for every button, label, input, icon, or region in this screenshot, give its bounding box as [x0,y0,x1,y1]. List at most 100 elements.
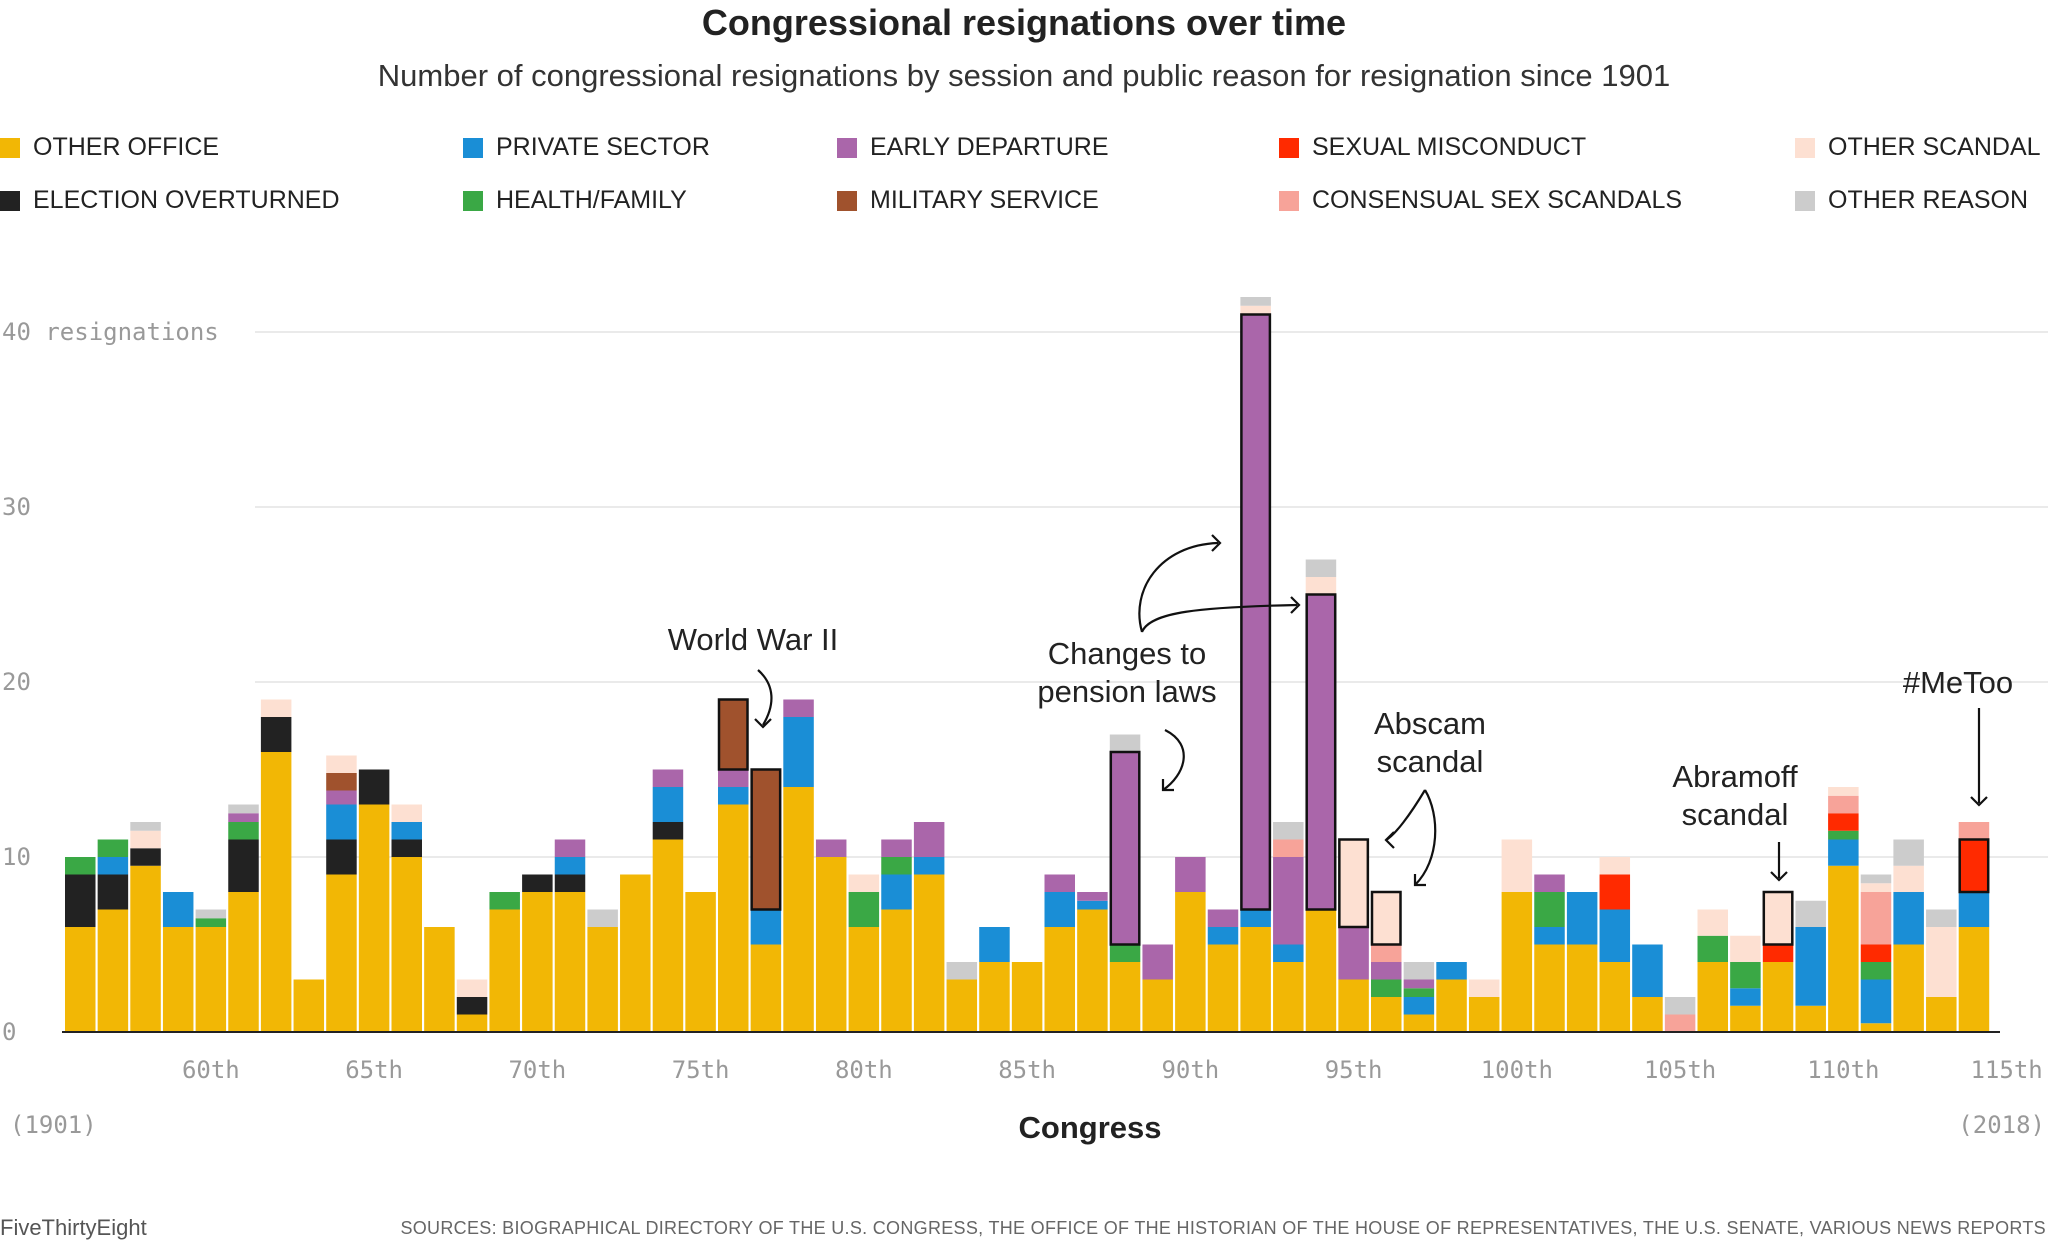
bar-segment-other-office [554,892,586,1032]
legend-label: OTHER REASON [1828,186,2029,214]
bar-congress-56 [65,857,96,1032]
annotation-metoo: #MeToo [1903,665,2013,700]
bar-segment-private-sector [979,927,1010,962]
bar-segment-other-scandal [260,699,292,717]
legend-label: OTHER OFFICE [33,133,220,161]
bar-congress-106 [1697,909,1728,1032]
bar-congress-66 [391,804,422,1032]
bar-segment-other-office [522,892,553,1032]
bar-segment-health-family [1697,935,1728,962]
bar-segment-other-office [1175,892,1206,1032]
legend-swatch [0,190,20,211]
bar-segment-other-scandal [1860,883,1892,892]
legend-swatch [0,137,20,158]
footer-brand: FiveThirtyEight [0,1215,147,1240]
bar-segment-other-office [1044,927,1075,1032]
legend-swatch [1279,137,1299,158]
arrow-head [754,718,772,729]
bar-segment-other-office [1697,962,1728,1032]
bar-congress-73 [620,874,651,1032]
bar-segment-consensual-sex-scandals [1958,822,1990,840]
legend-label: MILITARY SERVICE [870,186,1099,214]
bar-congress-95 [1338,839,1369,1032]
bar-congress-103 [1599,857,1631,1032]
bar-segment-private-sector [1730,988,1761,1006]
bar-congress-74 [652,769,684,1032]
footer-source: SOURCES: BIOGRAPHICAL DIRECTORY OF THE U… [400,1218,2046,1238]
bar-segment-other-office [1011,962,1043,1032]
bar-segment-other-office [1566,944,1598,1032]
bar-congress-65 [358,769,390,1032]
bar-segment-other-office [587,927,618,1032]
legend-item-military-service: MILITARY SERVICE [837,186,1099,215]
bar-congress-113 [1926,909,1957,1032]
bar-segment-early-departure [652,769,684,787]
bar-congress-111 [1860,874,1892,1032]
chart-title: Congressional resignations over time [701,2,1347,43]
x-tick-label: 65th [345,1056,403,1084]
bar-segment-health-family [1534,892,1565,927]
bar-segment-consensual-sex-scandals [1828,795,1859,814]
annotation-pension-laws: pension laws [1037,674,1216,709]
bar-congress-81 [881,839,912,1032]
highlight-box [750,768,782,911]
bar-congress-114 [1958,822,1990,1032]
bar-congress-98 [1436,962,1467,1032]
bar-segment-other-office [913,874,945,1032]
annotation-abramoff-scandal: scandal [1682,797,1789,832]
bar-segment-other-reason [1273,822,1304,840]
bar-segment-private-sector [97,857,129,875]
bar-segment-other-office [456,1014,488,1032]
legend-item-private-sector: PRIVATE SECTOR [463,133,710,162]
bar-segment-other-office [685,892,716,1032]
bar-segment-other-reason [1305,559,1337,577]
annotation-abscam-scandal: scandal [1377,744,1484,779]
legend-swatch [1795,190,1815,211]
bar-segment-other-office [195,927,227,1032]
bar-segment-other-office [260,752,292,1032]
bar-segment-early-departure [1240,314,1271,910]
bar-congress-57 [97,839,129,1032]
bar-segment-other-scandal [1730,935,1761,962]
bar-segment-private-sector [1599,909,1631,962]
bar-congress-94 [1305,559,1337,1032]
bar-segment-other-scandal [1338,839,1369,927]
bar-segment-private-sector [652,787,684,822]
bar-segment-early-departure [1403,979,1435,989]
x-tick-label: 100th [1481,1056,1553,1084]
bar-segment-early-departure [1338,927,1369,980]
bar-segment-sexual-misconduct [1828,813,1859,831]
arrow-pension-2 [1140,603,1298,633]
bar-segment-other-office [162,927,194,1032]
bar-congress-78 [783,699,814,1032]
x-tick-label: 90th [1161,1056,1219,1084]
legend-label: ELECTION OVERTURNED [33,186,340,214]
bar-congress-67 [424,927,455,1032]
bar-segment-other-office [228,892,259,1032]
bar-segment-other-reason [587,909,618,927]
bar-segment-sexual-misconduct [1860,944,1892,962]
bar-segment-early-departure [1207,909,1239,927]
highlight-box [717,698,749,771]
bar-segment-health-family [1403,988,1435,997]
chart-subtitle: Number of congressional resignations by … [377,58,1671,93]
bar-congress-76 [718,699,749,1032]
bar-segment-other-scandal [1762,892,1794,945]
bar-congress-61 [228,804,259,1032]
arrow-pension-3 [1162,729,1185,791]
bar-segment-health-family [1371,979,1402,997]
bar-segment-private-sector [1273,944,1304,962]
bar-segment-other-office [1828,865,1859,1032]
bar-congress-62 [260,699,292,1032]
arrow-abscam-2 [1414,789,1437,886]
bar-segment-other-reason [195,909,227,919]
bar-segment-early-departure [554,839,586,857]
bar-segment-other-office [1273,962,1304,1032]
bar-segment-other-office [1893,944,1924,1032]
legend-label: PRIVATE SECTOR [496,133,710,161]
bar-congress-82 [913,822,945,1032]
bar-segment-early-departure [913,822,945,857]
x-tick-label: 95th [1325,1056,1383,1084]
bar-segment-other-scandal [1828,787,1859,796]
